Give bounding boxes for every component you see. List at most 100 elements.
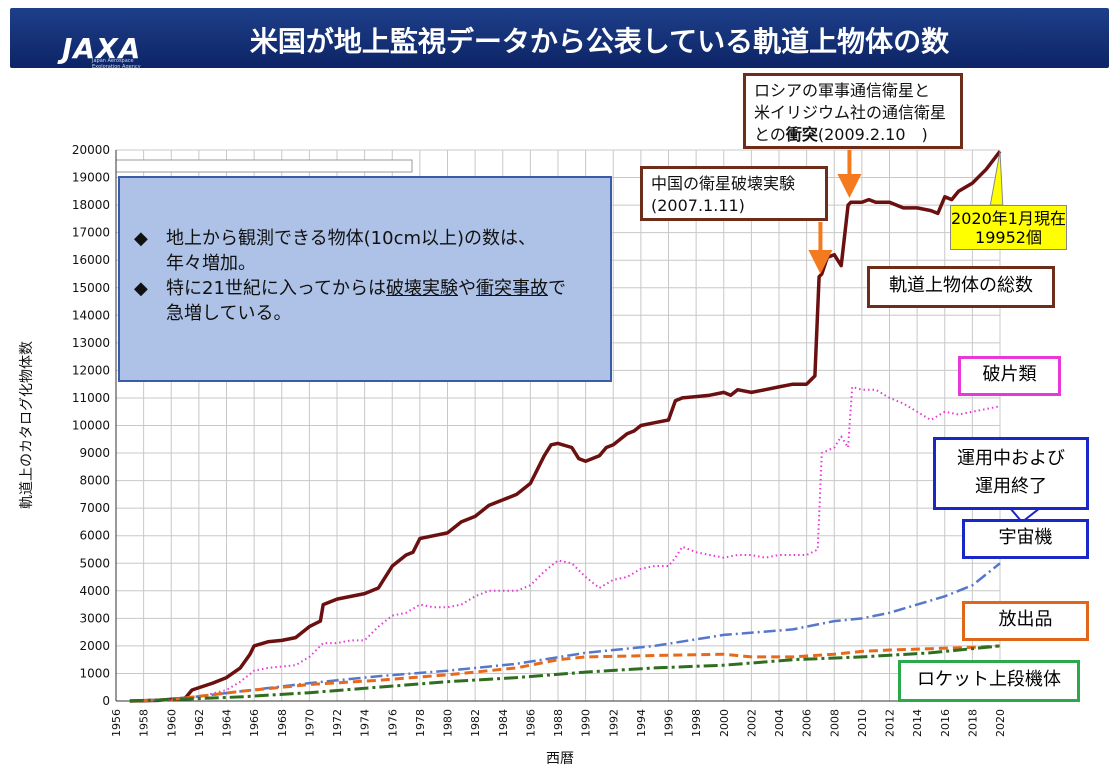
callout-current-count: 2020年1月現在 19952個 [950,205,1067,250]
series-line-1 [129,385,1001,702]
header-bar: JAXA Japan Aerospace Exploration Agency … [10,8,1109,70]
x-tick-label: 1960 [165,709,178,737]
legend-spacecraft: 宇宙機 [962,519,1089,559]
y-tick-label: 13000 [72,336,110,350]
x-tick-label: 2000 [718,709,731,737]
legend-strip [115,159,413,173]
x-tick-label: 1968 [276,709,289,737]
callout-collision-line3a: との [754,125,786,144]
diamond-bullet-icon: ◆ [134,228,148,249]
info-line-1: 地上から観測できる物体(10cm以上)の数は、 [166,228,537,249]
logo-text: JAXA [62,32,142,65]
callout-collision: ロシアの軍事通信衛星と 米イリジウム社の通信衛星 との衝突(2009.2.10 … [743,73,963,149]
y-tick-label: 5000 [79,556,110,570]
x-tick-label: 1962 [193,709,206,737]
callout-collision-line3b: 衝突 [785,125,818,144]
legend-spacecraft-line2: 運用終了 [975,476,1047,497]
x-tick-label: 1966 [248,709,261,737]
x-tick-label: 1970 [303,709,316,737]
callout-collision-line3c: (2009.2.10 ) [817,125,928,144]
legend-spacecraft-line1: 運用中および [957,448,1065,469]
x-tick-label: 2004 [773,709,786,737]
y-tick-label: 1000 [79,666,110,680]
callout-china-line2: (2007.1.11) [651,196,745,215]
x-tick-label: 1978 [414,709,427,737]
x-tick-label: 1994 [635,709,648,737]
x-tick-label: 1974 [359,709,372,737]
y-tick-label: 10000 [72,419,110,433]
x-tick-label: 1988 [552,709,565,737]
y-tick-label: 6000 [79,529,110,543]
current-count-line2: 19952個 [975,228,1042,247]
y-tick-label: 3000 [79,611,110,625]
y-tick-label: 9000 [79,446,110,460]
x-tick-label: 2010 [856,709,869,737]
page-title: 米国が地上監視データから公表している軌道上物体の数 [249,25,950,58]
x-tick-label: 1992 [607,709,620,737]
y-tick-label: 12000 [72,363,110,377]
series-line-0 [129,150,1002,703]
x-tick-label: 1990 [580,709,593,737]
y-tick-label: 16000 [72,253,110,267]
x-tick-label: 1996 [663,709,676,737]
logo-subtext: Japan Aerospace Exploration Agency [92,58,141,70]
x-tick-label: 1964 [221,709,234,737]
info-line-2b: 急増している。 [166,303,292,324]
y-tick-label: 2000 [79,639,110,653]
x-tick-label: 2002 [745,709,758,737]
series-line-3 [129,644,1001,703]
legend-rocket-bodies: ロケット上段機体 [898,660,1080,702]
info-line-2-mid: や [458,278,477,299]
callout-collision-line1: ロシアの軍事通信衛星と [754,81,931,100]
jaxa-logo: JAXA Japan Aerospace Exploration Agency [32,14,141,70]
info-line-2-end: で [548,278,567,299]
x-tick-label: 2020 [994,709,1007,737]
x-tick-label: 2008 [828,709,841,737]
legend-mission-related: 放出品 [962,601,1089,641]
y-tick-label: 14000 [72,308,110,322]
callout-china-line1: 中国の衛星破壊実験 [651,174,796,193]
series-line-2 [129,562,1001,703]
info-line-2a: 特に21世紀に入ってからは [166,278,387,299]
x-tick-label: 1998 [690,709,703,737]
y-tick-label: 20000 [72,143,110,157]
y-tick-label: 0 [102,694,110,708]
info-line-1b: 年々増加。 [166,253,256,274]
x-tick-label: 1976 [386,709,399,737]
y-tick-label: 4000 [79,584,110,598]
x-axis-label: 西暦 [546,751,574,767]
y-tick-label: 11000 [72,391,110,405]
current-count-line1: 2020年1月現在 [951,209,1066,228]
callout-collision-line3: との衝突(2009.2.10 ) [754,124,952,146]
info-item-1: ◆ 地上から観測できる物体(10cm以上)の数は、 年々増加。 [134,226,610,276]
diamond-bullet-icon: ◆ [134,278,148,299]
x-tick-label: 2016 [939,709,952,737]
y-tick-label: 8000 [79,474,110,488]
callout-collision-line2: 米イリジウム社の通信衛星 [754,103,947,122]
x-tick-label: 1982 [469,709,482,737]
info-underline-collision: 衝突事故 [476,278,549,299]
callout-china-asat: 中国の衛星破壊実験 (2007.1.11) [640,166,828,221]
y-tick-label: 18000 [72,198,110,212]
y-axis-label: 軌道上のカタログ化物体数 [19,341,35,509]
info-item-2: ◆ 特に21世紀に入ってからは破壊実験や衝突事故で 急増している。 [134,276,610,326]
y-tick-label: 19000 [72,171,110,185]
x-tick-label: 2006 [801,709,814,737]
x-tick-label: 2014 [911,709,924,737]
info-box: ◆ 地上から観測できる物体(10cm以上)の数は、 年々増加。 ◆ 特に21世紀… [118,176,612,382]
x-tick-label: 2018 [966,709,979,737]
x-tick-label: 1986 [524,709,537,737]
legend-spacecraft-status: 運用中および 運用終了 [933,437,1089,510]
x-tick-label: 1972 [331,709,344,737]
x-tick-label: 1956 [110,709,123,737]
legend-total: 軌道上物体の総数 [867,266,1055,308]
legend-debris: 破片類 [958,356,1061,396]
x-tick-label: 2012 [884,709,897,737]
y-tick-label: 15000 [72,281,110,295]
x-tick-label: 1958 [138,709,151,737]
x-tick-label: 1984 [497,709,510,737]
x-tick-label: 1980 [442,709,455,737]
y-tick-label: 17000 [72,226,110,240]
info-underline-destruction-test: 破壊実験 [386,278,459,299]
y-tick-label: 7000 [79,501,110,515]
